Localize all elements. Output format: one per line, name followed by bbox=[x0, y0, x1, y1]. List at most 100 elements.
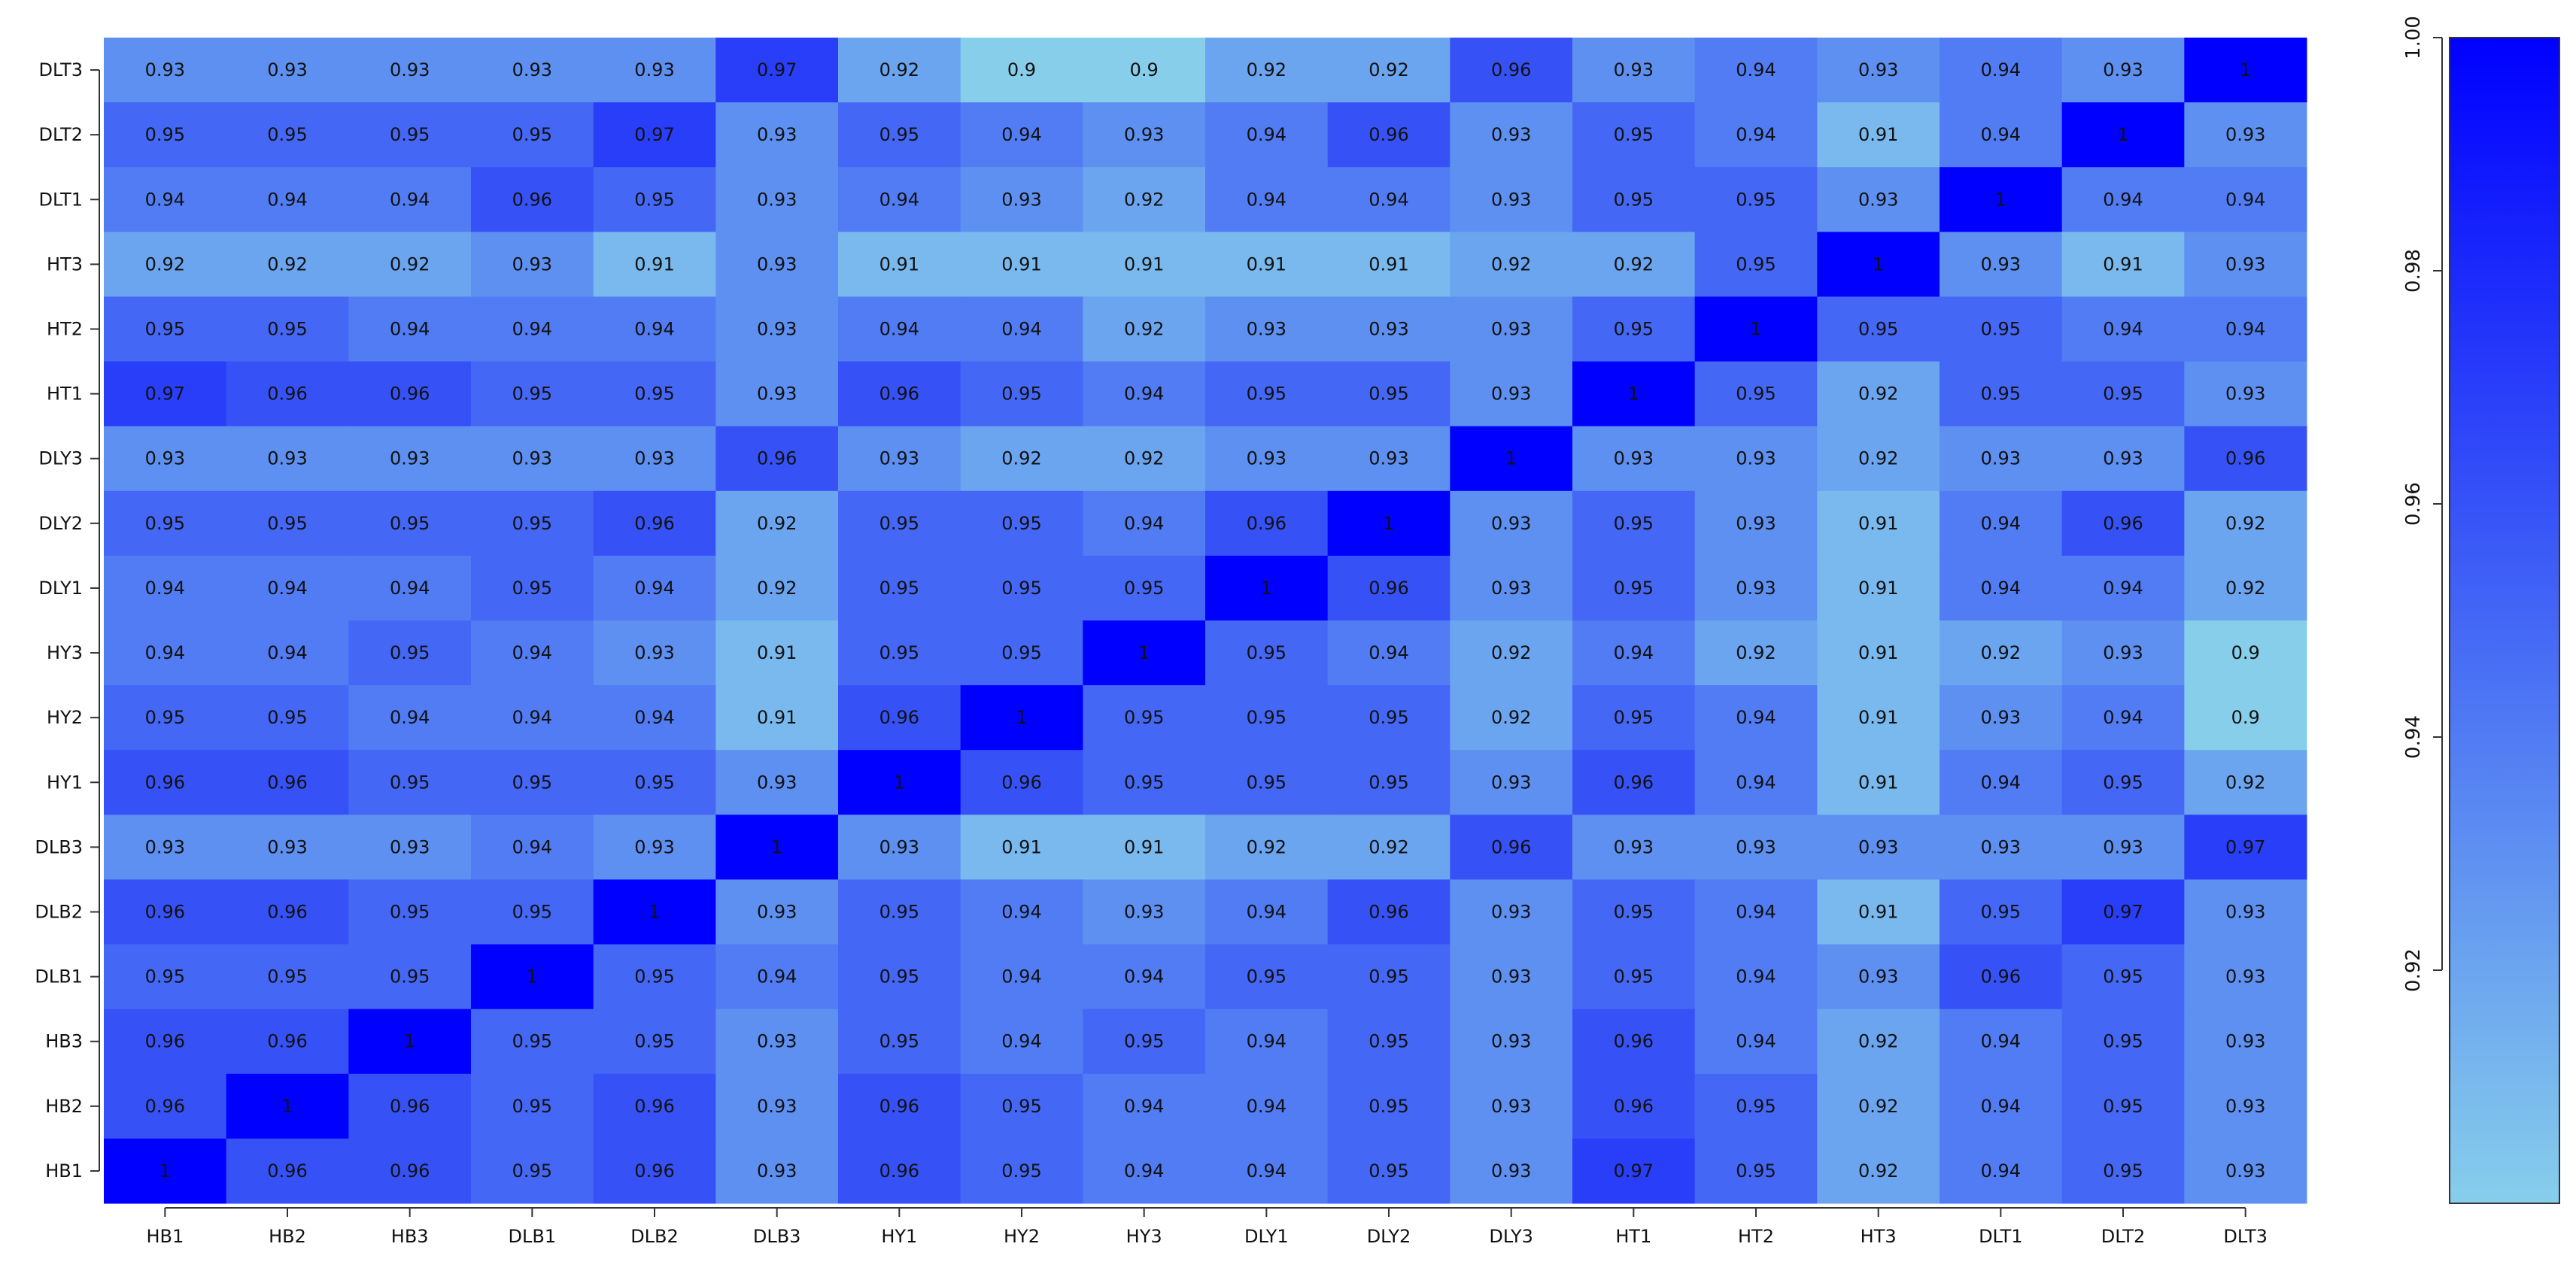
cell-value-label: 0.94 bbox=[1001, 966, 1041, 987]
cell-value-label: 0.93 bbox=[757, 189, 797, 210]
cell-value-label: 0.95 bbox=[1858, 319, 1898, 340]
cell-value-label: 0.95 bbox=[1247, 384, 1286, 405]
heatmap-cell bbox=[1327, 944, 1451, 1010]
heatmap-cell bbox=[1817, 232, 1940, 297]
heatmap-cell bbox=[1205, 555, 1329, 621]
cell-value-label: 0.91 bbox=[1247, 253, 1286, 275]
cell-value-label: 0.94 bbox=[1736, 772, 1776, 793]
heatmap-cell bbox=[2184, 490, 2307, 557]
cell-value-label: 1 bbox=[1873, 253, 1884, 275]
cell-value-label: 0.95 bbox=[1368, 1031, 1408, 1052]
heatmap-cell bbox=[226, 1138, 349, 1204]
cell-value-label: 0.92 bbox=[267, 253, 307, 275]
cell-value-label: 0.93 bbox=[1736, 513, 1776, 534]
cell-value-label: 0.96 bbox=[757, 448, 797, 469]
heatmap-cell bbox=[1694, 555, 1818, 621]
cell-value-label: 0.95 bbox=[1368, 1096, 1408, 1117]
heatmap-cell bbox=[838, 1009, 961, 1075]
cell-value-label: 0.93 bbox=[2103, 642, 2143, 663]
heatmap-cell-labels: 0.93 0.93 0.93 0.93 0.93 0.97 0.92 0.9 0.9 0.92 0.… bbox=[145, 59, 2266, 1182]
heatmap-cell bbox=[1327, 1073, 1451, 1139]
cell-value-label: 0.93 bbox=[2225, 966, 2265, 987]
heatmap-cell bbox=[1940, 296, 2063, 363]
heatmap-cell bbox=[104, 38, 227, 103]
heatmap-cell bbox=[1572, 685, 1696, 751]
cell-value-label: 0.94 bbox=[145, 642, 185, 663]
cell-value-label: 0.96 bbox=[879, 384, 919, 405]
heatmap-cell bbox=[471, 815, 594, 880]
cell-value-label: 0.93 bbox=[2103, 448, 2143, 469]
cell-value-label: 0.92 bbox=[757, 578, 797, 599]
heatmap-cell bbox=[1940, 750, 2063, 815]
cell-value-label: 0.95 bbox=[1001, 1160, 1041, 1182]
heatmap-cell bbox=[593, 361, 716, 427]
heatmap-cell bbox=[2184, 555, 2307, 621]
heatmap-cell bbox=[1572, 102, 1696, 168]
cell-value-label: 0.93 bbox=[757, 384, 797, 405]
heatmap-cell bbox=[1817, 426, 1940, 492]
cell-value-label: 0.94 bbox=[1124, 966, 1164, 987]
cell-value-label: 0.96 bbox=[1614, 1031, 1654, 1052]
cell-value-label: 0.93 bbox=[267, 836, 307, 857]
heatmap-cell bbox=[1083, 555, 1206, 621]
heatmap-cell bbox=[715, 296, 839, 363]
cell-value-label: 0.91 bbox=[1858, 707, 1898, 728]
heatmap-cell bbox=[1940, 879, 2063, 945]
heatmap-cell bbox=[715, 1009, 839, 1075]
cell-value-label: 0.91 bbox=[1368, 253, 1408, 275]
cell-value-label: 0.93 bbox=[757, 319, 797, 340]
cell-value-label: 0.96 bbox=[634, 513, 674, 534]
cell-value-label: 0.92 bbox=[879, 59, 919, 80]
cell-value-label: 0.93 bbox=[1491, 319, 1531, 340]
cell-value-label: 0.95 bbox=[267, 124, 307, 145]
cell-value-label: 0.93 bbox=[1981, 707, 2021, 728]
heatmap-cell bbox=[1817, 1009, 1940, 1075]
heatmap-cell bbox=[104, 944, 227, 1010]
cell-value-label: 0.93 bbox=[2225, 384, 2265, 405]
heatmap-cell bbox=[2061, 426, 2185, 492]
heatmap-cell bbox=[715, 815, 839, 880]
heatmap-cell bbox=[471, 1073, 594, 1139]
y-tick-label: HB1 bbox=[45, 1160, 83, 1182]
heatmap-cell bbox=[104, 555, 227, 621]
heatmap-cell bbox=[1205, 167, 1329, 232]
cell-value-label: 0.93 bbox=[1491, 384, 1531, 405]
cell-value-label: 0.94 bbox=[1736, 124, 1776, 145]
heatmap-cell bbox=[348, 167, 472, 232]
cell-value-label: 0.95 bbox=[145, 319, 185, 340]
cell-value-label: 0.92 bbox=[1247, 836, 1286, 857]
heatmap-cell bbox=[715, 1138, 839, 1204]
cell-value-label: 0.93 bbox=[1981, 448, 2021, 469]
cell-value-label: 0.94 bbox=[145, 189, 185, 210]
heatmap-cell bbox=[1083, 1009, 1206, 1075]
heatmap-cell bbox=[2184, 620, 2307, 686]
heatmap-cell bbox=[2184, 1138, 2307, 1204]
x-tick-label: DLB2 bbox=[630, 1226, 679, 1247]
heatmap-cell bbox=[1327, 815, 1451, 880]
x-tick-label: DLB1 bbox=[509, 1226, 557, 1247]
cell-value-label: 0.95 bbox=[879, 966, 919, 987]
heatmap-cell bbox=[593, 232, 716, 297]
cell-value-label: 0.93 bbox=[1491, 966, 1531, 987]
heatmap-cell bbox=[1450, 620, 1573, 686]
cell-value-label: 0.93 bbox=[634, 448, 674, 469]
cell-value-label: 0.95 bbox=[879, 642, 919, 663]
heatmap-cell bbox=[715, 620, 839, 686]
heatmap-cell bbox=[1205, 426, 1329, 492]
heatmap-cell bbox=[348, 426, 472, 492]
cell-value-label: 0.95 bbox=[1614, 189, 1654, 210]
heatmap-cell bbox=[960, 815, 1083, 880]
heatmap-cell bbox=[1694, 620, 1818, 686]
cell-value-label: 0.95 bbox=[1368, 772, 1408, 793]
heatmap-cell bbox=[226, 944, 349, 1010]
heatmap-cell bbox=[2061, 944, 2185, 1010]
cell-value-label: 0.95 bbox=[1247, 772, 1286, 793]
cell-value-label: 1 bbox=[649, 902, 660, 923]
heatmap-cell bbox=[838, 944, 961, 1010]
cell-value-label: 0.94 bbox=[1001, 124, 1041, 145]
cell-value-label: 0.92 bbox=[1736, 642, 1776, 663]
cell-value-label: 0.94 bbox=[267, 189, 307, 210]
heatmap-cell bbox=[1940, 232, 2063, 297]
heatmap-cell bbox=[1817, 361, 1940, 427]
heatmap-cell bbox=[226, 685, 349, 751]
